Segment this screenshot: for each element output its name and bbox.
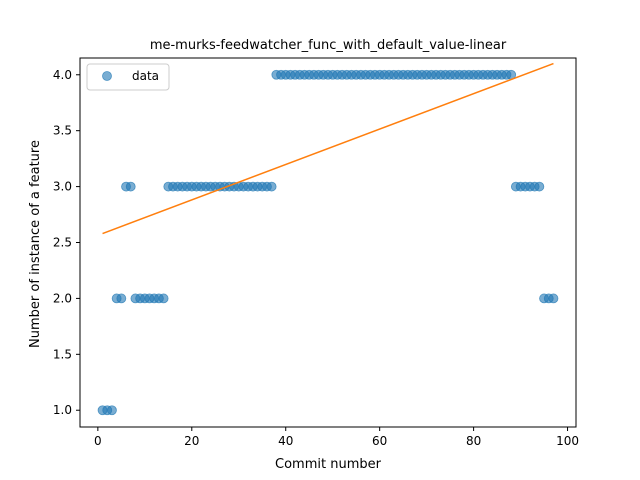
y-tick-label: 2.0 <box>53 291 72 305</box>
data-point <box>549 294 558 303</box>
legend-label-data: data <box>132 69 159 83</box>
data-point <box>126 182 135 191</box>
x-tick-label: 0 <box>94 434 102 448</box>
x-tick-label: 100 <box>556 434 579 448</box>
data-point <box>117 294 126 303</box>
x-tick-label: 40 <box>278 434 293 448</box>
y-tick-label: 1.5 <box>53 347 72 361</box>
legend-marker <box>103 72 112 81</box>
chart-title: me-murks-feedwatcher_func_with_default_v… <box>150 38 507 53</box>
x-tick-label: 20 <box>184 434 199 448</box>
data-point <box>267 182 276 191</box>
data-point <box>159 294 168 303</box>
x-tick-label: 80 <box>466 434 481 448</box>
y-tick-label: 3.5 <box>53 124 72 138</box>
x-axis-label: Commit number <box>275 457 382 472</box>
y-axis: 1.0 1.5 2.0 2.5 3.0 3.5 4.0 <box>53 68 80 417</box>
y-tick-label: 1.0 <box>53 403 72 417</box>
plot-area <box>98 64 558 415</box>
y-tick-label: 2.5 <box>53 236 72 250</box>
data-point <box>535 182 544 191</box>
legend: data <box>87 64 169 90</box>
x-tick-label: 60 <box>372 434 387 448</box>
y-tick-label: 3.0 <box>53 180 72 194</box>
trend-line <box>103 64 554 234</box>
y-axis-label: Number of instance of a feature <box>28 140 43 348</box>
y-tick-label: 4.0 <box>53 68 72 82</box>
x-axis: 0 20 40 60 80 100 <box>94 427 579 448</box>
data-point <box>107 406 116 415</box>
plot-frame <box>80 58 576 427</box>
